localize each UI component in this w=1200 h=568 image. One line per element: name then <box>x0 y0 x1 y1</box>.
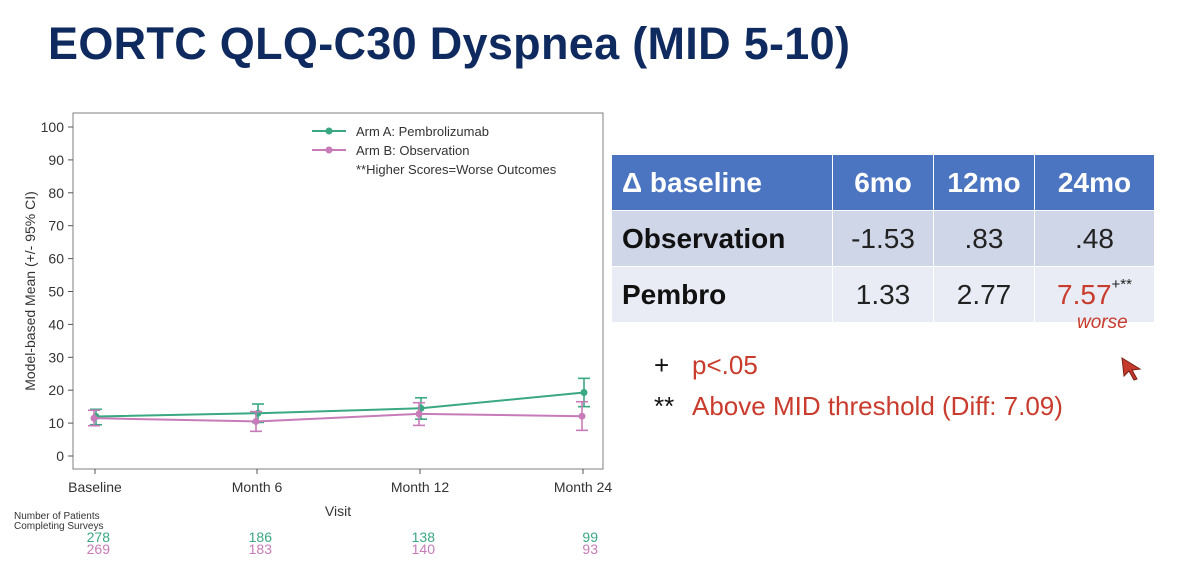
y-tick-label: 70 <box>48 218 64 234</box>
data-point <box>415 410 423 418</box>
table-header-row: Δ baseline 6mo 12mo 24mo <box>611 154 1155 211</box>
patient-count: 183 <box>249 541 273 557</box>
table-row-pembro: Pembro 1.33 2.77 7.57+** <box>611 266 1155 323</box>
line-chart: 0 10 20 30 40 50 60 70 80 90 100 Baseline Month 6 Mon… <box>14 112 613 557</box>
legend-swatch-marker <box>325 127 333 135</box>
patient-count: 140 <box>412 541 436 557</box>
patient-count: 138 <box>412 529 436 545</box>
x-axis-label: Visit <box>325 503 351 519</box>
data-point <box>580 389 588 397</box>
y-tick-label: 20 <box>48 382 64 398</box>
legend-text: Above MID threshold (Diff: 7.09) <box>692 391 1063 421</box>
baseline-change-table: Δ baseline 6mo 12mo 24mo Observation -1.… <box>611 154 1155 323</box>
table-row-observation: Observation -1.53 .83 .48 <box>611 210 1155 267</box>
patient-count: 269 <box>87 541 111 557</box>
legend-symbol: ** <box>654 391 675 421</box>
y-tick-label: 40 <box>48 316 64 332</box>
header-12mo: 12mo <box>933 154 1035 211</box>
data-point <box>90 414 98 422</box>
cell-12mo: 2.77 <box>933 266 1035 323</box>
series-line <box>93 412 583 423</box>
data-point <box>578 412 586 420</box>
y-tick-label: 90 <box>48 152 64 168</box>
y-tick-label: 60 <box>48 251 64 267</box>
cell-12mo: .83 <box>933 210 1035 267</box>
y-tick-label: 0 <box>56 448 64 464</box>
slide-title: EORTC QLQ-C30 Dyspnea (MID 5-10) <box>48 18 851 69</box>
legend-label: Arm B: Observation <box>356 143 469 158</box>
x-tick-label: Month 6 <box>232 479 283 495</box>
cell-6mo: -1.53 <box>832 210 934 267</box>
series-line <box>95 391 585 418</box>
cell-24mo: .48 <box>1034 210 1155 267</box>
legend-note: **Higher Scores=Worse Outcomes <box>356 162 557 177</box>
x-tick-label: Month 12 <box>391 479 450 495</box>
header-24mo: 24mo <box>1034 154 1155 211</box>
significance-mark: +** <box>1111 275 1132 293</box>
patients-label: Number of Patients <box>14 511 100 522</box>
y-tick-label: 50 <box>48 284 64 300</box>
cell-24mo: 7.57+** <box>1034 266 1155 323</box>
legend-p-value: + p<.05 <box>654 350 758 381</box>
row-label: Observation <box>611 210 833 267</box>
x-tick-label: Baseline <box>68 479 122 495</box>
row-label: Pembro <box>611 266 833 323</box>
x-tick-label: Month 24 <box>554 479 613 495</box>
patient-count: 278 <box>87 529 111 545</box>
patient-count: 93 <box>582 541 598 557</box>
header-delta-baseline: Δ baseline <box>611 154 833 211</box>
worse-annotation: worse <box>1077 312 1128 333</box>
y-tick-label: 80 <box>48 185 64 201</box>
legend-text: p<.05 <box>692 350 758 380</box>
legend-mid-threshold: ** Above MID threshold (Diff: 7.09) <box>654 391 1063 422</box>
y-tick-label: 100 <box>41 119 65 135</box>
legend-swatch-marker <box>325 146 333 154</box>
patient-count: 186 <box>249 529 273 545</box>
cell-6mo: 1.33 <box>832 266 934 323</box>
y-axis-label: Model-based Mean (+/- 95% CI) <box>22 191 38 391</box>
mouse-pointer-icon <box>1121 357 1142 381</box>
patient-count: 99 <box>582 529 598 545</box>
legend-symbol: + <box>654 350 670 380</box>
legend-label: Arm A: Pembrolizumab <box>356 124 489 139</box>
y-tick-label: 10 <box>48 415 64 431</box>
patients-label: Completing Surveys <box>14 521 103 532</box>
y-tick-label: 30 <box>48 349 64 365</box>
data-point <box>252 417 260 425</box>
header-6mo: 6mo <box>832 154 934 211</box>
cell-24mo-value: 7.57 <box>1057 278 1112 310</box>
